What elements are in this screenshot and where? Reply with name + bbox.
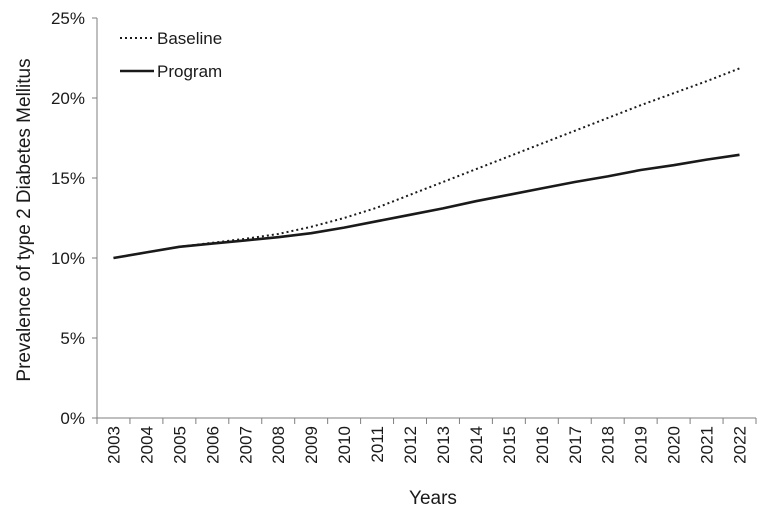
y-tick-label: 5% (60, 329, 85, 348)
legend-label: Baseline (157, 29, 222, 48)
x-tick-label: 2003 (104, 426, 123, 464)
x-tick-label: 2004 (137, 426, 156, 464)
y-tick-label: 20% (51, 89, 85, 108)
series-line-baseline (114, 68, 740, 258)
x-tick-label: 2018 (599, 426, 618, 464)
x-tick-label: 2006 (203, 426, 222, 464)
y-ticks: 0% 5% 10% 15% 20% 25% (51, 9, 97, 428)
x-tick-label: 2009 (302, 426, 321, 464)
x-ticks: 2003 2004 2005 2006 2007 2008 2009 2010 2011 2012… (97, 418, 756, 464)
x-tick-label: 2011 (368, 426, 387, 463)
x-tick-label: 2013 (434, 426, 453, 464)
y-tick-label: 25% (51, 9, 85, 28)
x-tick-label: 2020 (665, 426, 684, 464)
x-tick-label: 2021 (698, 426, 717, 464)
y-tick-label: 10% (51, 249, 85, 268)
legend: Baseline Program (120, 29, 222, 81)
x-tick-label: 2010 (335, 426, 354, 464)
x-axis-label: Years (409, 488, 457, 509)
x-tick-label: 2022 (731, 426, 750, 464)
y-axis-label: Prevalence of type 2 Diabetes Mellitus (14, 58, 35, 381)
series-lines (113, 68, 739, 258)
x-tick-label: 2019 (632, 426, 651, 464)
y-tick-label: 15% (51, 169, 85, 188)
x-tick-label: 2005 (170, 426, 189, 464)
x-tick-label: 2014 (467, 426, 486, 464)
x-tick-label: 2017 (566, 426, 585, 464)
x-tick-label: 2008 (269, 426, 288, 464)
x-tick-label: 2007 (236, 426, 255, 464)
x-tick-label: 2016 (533, 426, 552, 464)
y-tick-label: 0% (60, 409, 85, 428)
x-tick-label: 2012 (401, 426, 420, 464)
legend-label: Program (157, 62, 222, 81)
x-tick-label: 2015 (500, 426, 519, 464)
